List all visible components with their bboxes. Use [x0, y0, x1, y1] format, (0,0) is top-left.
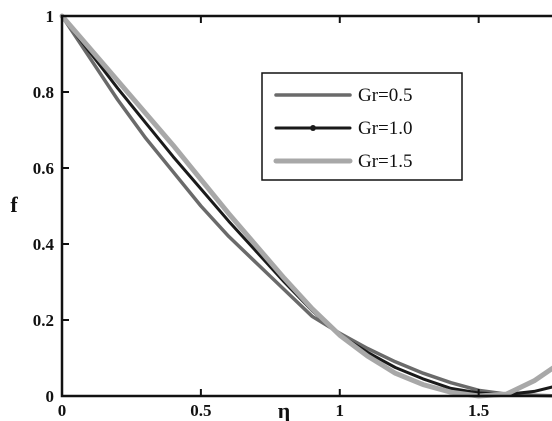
plot-frame [60, 14, 552, 398]
legend-label-3: Gr=1.5 [358, 151, 413, 172]
y-tick-label: 0.2 [33, 311, 54, 330]
legend-label-1: Gr=0.5 [358, 85, 413, 106]
legend-label-2: Gr=1.0 [358, 118, 413, 139]
y-tick-label: 0.6 [33, 159, 54, 178]
x-tick-label: 0.5 [190, 401, 211, 420]
x-ticks: 0 0.5 1 1.5 [58, 16, 489, 420]
y-tick-label: 0.8 [33, 83, 54, 102]
legend: Gr=0.5 Gr=1.0 Gr=1.5 [261, 72, 463, 181]
y-tick-label: 0.4 [33, 235, 55, 254]
y-ticks: 0 0.2 0.4 0.6 0.8 1 [33, 7, 69, 406]
y-tick-label: 0 [46, 387, 55, 406]
x-tick-label: 0 [58, 401, 67, 420]
legend-marker [310, 125, 316, 131]
x-tick-label: 1 [336, 401, 345, 420]
y-axis-label: f [10, 192, 18, 217]
x-axis-label: η [278, 398, 291, 421]
y-tick-label: 1 [46, 7, 55, 26]
x-tick-label: 1.5 [468, 401, 489, 420]
